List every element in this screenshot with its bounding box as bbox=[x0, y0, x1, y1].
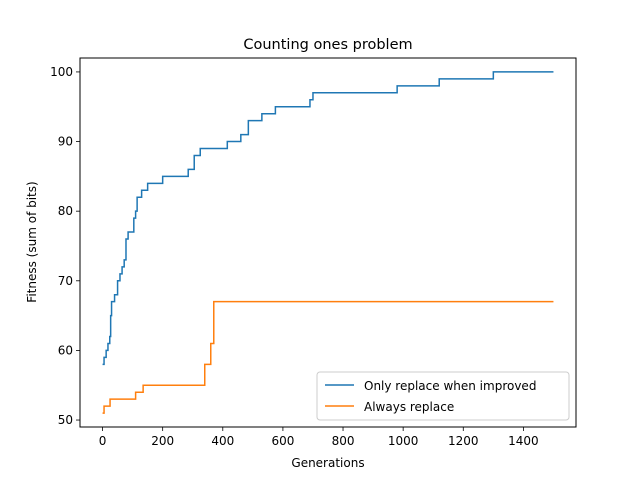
x-tick-label: 0 bbox=[99, 434, 107, 448]
y-tick-label: 50 bbox=[58, 413, 73, 427]
x-tick-label: 1400 bbox=[508, 434, 539, 448]
y-axis-ticks: 50 60 70 80 90 100 bbox=[50, 65, 80, 427]
legend-label-series-2: Always replace bbox=[364, 400, 454, 414]
legend: Only replace when improved Always replac… bbox=[316, 371, 570, 421]
y-tick-label: 60 bbox=[58, 343, 73, 357]
legend-box bbox=[316, 371, 570, 421]
x-tick-label: 1200 bbox=[448, 434, 479, 448]
y-tick-label: 80 bbox=[58, 204, 73, 218]
legend-label-series-1: Only replace when improved bbox=[364, 379, 536, 393]
x-axis-ticks: 0 200 400 600 800 1000 1200 1400 bbox=[99, 427, 539, 448]
plot-lines bbox=[102, 71, 554, 414]
x-tick-label: 600 bbox=[271, 434, 294, 448]
y-tick-label: 100 bbox=[50, 65, 73, 79]
x-axis-label: Generations bbox=[291, 456, 364, 470]
x-tick-label: 1000 bbox=[388, 434, 419, 448]
chart-title: Counting ones problem bbox=[243, 37, 412, 53]
y-tick-label: 70 bbox=[58, 274, 73, 288]
x-tick-label: 200 bbox=[151, 434, 174, 448]
y-axis-label: Fitness (sum of bits) bbox=[25, 181, 39, 302]
y-tick-label: 90 bbox=[58, 135, 73, 149]
series-line-1 bbox=[102, 71, 554, 366]
x-tick-label: 400 bbox=[211, 434, 234, 448]
x-tick-label: 800 bbox=[332, 434, 355, 448]
series-line-2 bbox=[102, 300, 554, 414]
plot-frame bbox=[79, 57, 577, 428]
